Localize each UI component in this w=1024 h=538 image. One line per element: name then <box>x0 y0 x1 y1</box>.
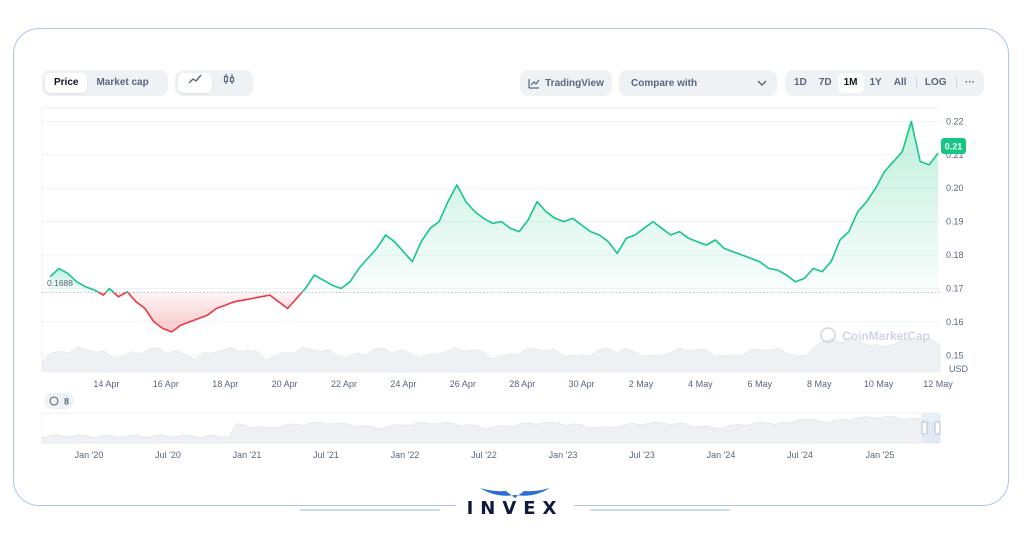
tradingview-label: TradingView <box>545 77 604 89</box>
price-fill <box>50 121 938 332</box>
price-line-up <box>301 120 939 294</box>
range-1m[interactable]: 1M <box>837 73 864 93</box>
x-tick-label: 30 Apr <box>569 379 595 389</box>
chevron-down-icon <box>757 79 767 86</box>
x-tick-label: 10 May <box>864 379 894 389</box>
tradingview-button[interactable]: TradingView <box>520 70 612 96</box>
tab-market-cap[interactable]: Market cap <box>96 77 149 88</box>
x-tick-label: 18 Apr <box>212 379 238 389</box>
x-tick-label: 24 Apr <box>390 379 416 389</box>
coinmarketcap-logo-icon <box>820 327 836 343</box>
time-range-selector: 1D 7D 1M 1Y All LOG ··· <box>785 70 984 96</box>
navigator-label: Jul '21 <box>313 450 339 460</box>
navigator-label: Jan '23 <box>549 450 578 460</box>
y-tick-label: 0.22 <box>946 116 964 126</box>
more-options-button[interactable]: ··· <box>965 77 975 88</box>
range-1d[interactable]: 1D <box>794 77 807 88</box>
compare-placeholder: Compare with <box>631 77 698 89</box>
price-area-down <box>127 292 302 332</box>
range-all[interactable]: All <box>893 77 907 88</box>
x-tick-label: 22 Apr <box>331 379 357 389</box>
x-tick-label: 8 May <box>807 379 832 389</box>
x-tick-label: 2 May <box>629 379 654 389</box>
current-price-badge <box>941 138 966 154</box>
metric-toggle: Price Market cap <box>42 70 168 96</box>
candlestick-icon <box>223 74 235 84</box>
price-area-up <box>301 121 938 293</box>
price-line-down <box>113 291 127 298</box>
x-axis: 14 Apr 16 Apr 18 Apr 20 Apr 22 Apr 24 Apr 26 A… <box>93 379 953 389</box>
x-tick-label: 16 Apr <box>153 379 179 389</box>
price-line-up <box>105 287 115 294</box>
current-price-label: 0.21 <box>945 142 963 152</box>
y-tick-label: 0.21 <box>946 150 964 160</box>
x-tick-label: 14 Apr <box>93 379 119 389</box>
watermark-text: CoinMarketCap <box>842 329 930 343</box>
price-line-up <box>125 291 129 294</box>
navigator-label: Jan '20 <box>75 450 104 460</box>
navigator-label: Jan '24 <box>707 450 736 460</box>
y-tick-label: 0.15 <box>946 350 964 360</box>
navigator-handle-right[interactable] <box>934 421 941 435</box>
x-tick-label: 12 May <box>923 379 953 389</box>
price-lines <box>49 120 939 333</box>
navigator-label: Jul '23 <box>629 450 655 460</box>
chart-toolbar: Price Market cap TradingView Compare wit… <box>42 70 984 96</box>
events-badge[interactable]: 8 <box>44 393 74 409</box>
y-tick-label: 0.17 <box>946 283 964 293</box>
line-chart-icon <box>188 74 202 84</box>
x-tick-label: 20 Apr <box>272 379 298 389</box>
navigator-label: Jul '24 <box>787 450 813 460</box>
invex-logo: INVEX <box>456 488 574 526</box>
logo-horns-icon <box>480 488 550 498</box>
compare-dropdown[interactable]: Compare with <box>619 70 777 96</box>
range-1y[interactable]: 1Y <box>869 77 882 88</box>
y-tick-label: 0.19 <box>946 217 964 227</box>
chart-type-toggle <box>175 70 253 96</box>
coinmarketcap-watermark: CoinMarketCap <box>820 327 930 343</box>
log-toggle[interactable]: LOG <box>924 77 947 88</box>
x-tick-label: 26 Apr <box>450 379 476 389</box>
grid-lines <box>42 120 940 356</box>
y-tick-label: 0.16 <box>946 317 964 327</box>
logo-divider <box>300 509 730 511</box>
tab-price[interactable]: Price <box>45 73 88 93</box>
x-tick-label: 4 May <box>688 379 713 389</box>
price-line-down <box>127 291 303 333</box>
navigator-handle-left[interactable] <box>921 421 928 435</box>
candlestick-button[interactable] <box>212 73 246 93</box>
start-price-label: 0.1688 <box>47 278 73 288</box>
navigator-labels: Jan '20 Jul '20 Jan '21 Jul '21 Jan '22 Jul '… <box>75 450 895 460</box>
currency-label: USD <box>949 364 969 374</box>
events-count: 8 <box>64 397 69 407</box>
history-icon <box>49 396 59 406</box>
price-line-down <box>98 291 107 296</box>
x-tick-label: 6 May <box>748 379 773 389</box>
y-axis: 0.22 0.21 0.20 0.19 0.18 0.17 0.16 0.15 <box>946 116 964 360</box>
price-line-up <box>49 267 100 294</box>
tradingview-chart-icon <box>528 78 540 89</box>
range-7d[interactable]: 7D <box>818 77 832 88</box>
navigator-label: Jan '22 <box>391 450 420 460</box>
logo-text: INVEX <box>466 498 564 519</box>
navigator-label: Jan '25 <box>866 450 895 460</box>
y-tick-label: 0.20 <box>946 183 964 193</box>
navigator-label: Jul '22 <box>471 450 497 460</box>
line-chart-button[interactable] <box>178 73 212 93</box>
y-tick-label: 0.18 <box>946 250 964 260</box>
navigator-selection[interactable] <box>922 413 940 443</box>
navigator-area <box>41 415 941 444</box>
navigator-label: Jul '20 <box>155 450 181 460</box>
x-tick-label: 28 Apr <box>509 379 535 389</box>
navigator-label: Jan '21 <box>233 450 262 460</box>
